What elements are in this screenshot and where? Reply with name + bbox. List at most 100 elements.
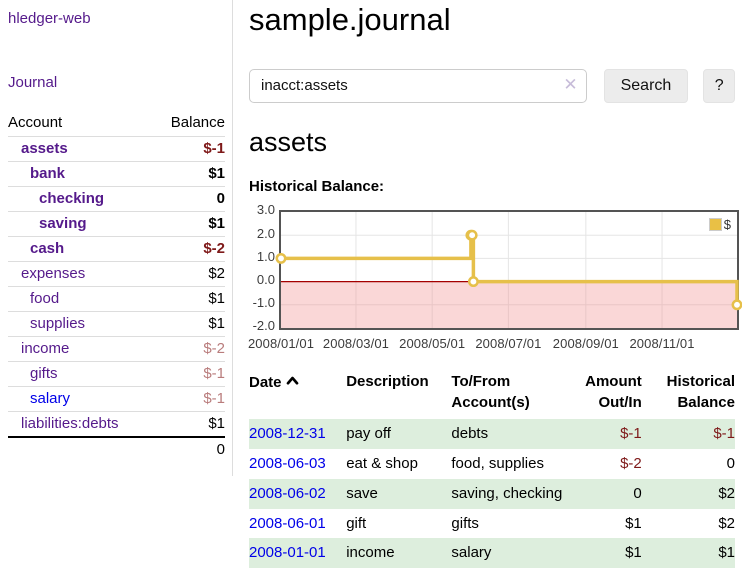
chart-legend: $ [706, 216, 733, 234]
chevron-up-icon [286, 371, 299, 392]
chart-plot-area: $ [275, 210, 742, 331]
y-axis-tick-label: 3.0 [256, 202, 275, 218]
account-row: salary $-1 [8, 386, 225, 412]
account-balance: $2 [153, 261, 225, 287]
sidebar-account-link[interactable]: gifts [30, 365, 58, 382]
account-balance: $1 [153, 211, 225, 237]
transaction-accounts: debts [451, 425, 489, 443]
y-axis-tick-label: -1.0 [252, 295, 275, 311]
account-row: cash $-2 [8, 236, 225, 262]
search-bar: ✕ Search ? [249, 68, 735, 103]
register-row: 2008-06-01 gift gifts $1 $2 [249, 509, 735, 539]
transaction-date-link[interactable]: 2008-06-03 [249, 455, 326, 473]
transaction-date-link[interactable]: 2008-01-01 [249, 544, 326, 562]
transaction-balance: 0 [726, 455, 735, 473]
help-button[interactable]: ? [703, 68, 735, 103]
account-balance: 0 [153, 186, 225, 212]
y-axis-tick-label: 1.0 [256, 248, 275, 264]
data-point-marker [466, 230, 478, 241]
sidebar-account-link[interactable]: bank [30, 165, 66, 182]
transaction-description: eat & shop [346, 455, 418, 473]
x-axis-tick-label: 2008/11/01 [629, 336, 695, 352]
sidebar-account-link[interactable]: saving [39, 215, 87, 232]
register-header-balance: Historical Balance [666, 373, 735, 412]
app-layout: hledger-web Journal Account Balance asse… [0, 0, 742, 569]
account-balance: $-2 [153, 336, 225, 362]
x-axis-tick-label: 2008/03/01 [322, 336, 389, 352]
sidebar-account-link[interactable]: expenses [21, 265, 86, 282]
y-axis-tick-label: -2.0 [252, 318, 275, 334]
transaction-amount: $1 [625, 514, 642, 532]
account-balance: $-2 [153, 236, 225, 262]
main-content: sample.journal ✕ Search ? assets Histori… [233, 0, 742, 569]
accounts-header-account: Account [8, 114, 63, 131]
historical-balance-chart: $ 3.0 2.0 1.0 0.0 -1.0 -2.0 2008/01/01 2008/03/… [247, 203, 742, 352]
transaction-balance: $1 [718, 544, 735, 562]
transaction-amount: $1 [625, 544, 642, 562]
data-point-marker [731, 299, 742, 311]
brand-link[interactable]: hledger-web [8, 10, 91, 27]
data-point-marker [275, 253, 287, 265]
clear-search-icon[interactable]: ✕ [563, 74, 578, 94]
sidebar-item-journal[interactable]: Journal [8, 74, 58, 91]
account-row: income $-2 [8, 336, 225, 362]
account-row: bank $1 [8, 161, 225, 187]
transaction-date-link[interactable]: 2008-06-01 [249, 514, 326, 532]
transaction-description: save [346, 484, 378, 502]
data-point-marker [467, 276, 479, 288]
transaction-date-link[interactable]: 2008-06-02 [249, 484, 326, 502]
y-axis-tick-label: 2.0 [256, 225, 275, 241]
transaction-description: pay off [346, 425, 391, 443]
transaction-amount: 0 [633, 484, 642, 502]
accounts-total-row: 0 [8, 436, 225, 462]
sidebar-account-link[interactable]: food [30, 290, 60, 307]
x-axis-tick-label: 2008/01/01 [247, 336, 315, 352]
sidebar-account-link[interactable]: assets [21, 140, 68, 157]
account-row: assets $-1 [8, 136, 225, 162]
account-row: saving $1 [8, 211, 225, 237]
transaction-amount: $-2 [620, 455, 642, 473]
transaction-accounts: gifts [451, 514, 479, 532]
search-box: ✕ [249, 68, 587, 103]
account-row: gifts $-1 [8, 361, 225, 387]
register-header-amount: Amount Out/In [585, 373, 642, 412]
transaction-balance: $2 [718, 484, 735, 502]
account-balance: $1 [153, 286, 225, 312]
sidebar-account-link[interactable]: supplies [30, 315, 86, 332]
register-row: 2008-01-01 income salary $1 $1 [249, 538, 735, 569]
account-row: checking 0 [8, 186, 225, 212]
account-balance: $-1 [153, 136, 225, 162]
account-balance: $1 [153, 311, 225, 337]
sidebar: hledger-web Journal Account Balance asse… [0, 0, 233, 476]
sidebar-account-link[interactable]: checking [39, 190, 105, 207]
search-input[interactable] [249, 68, 587, 103]
sidebar-account-link[interactable]: salary [30, 390, 71, 407]
account-row: expenses $2 [8, 261, 225, 287]
register-table: Date Description To/From Account(s) Amou… [249, 367, 735, 569]
sidebar-account-link[interactable]: liabilities:debts [21, 415, 119, 432]
legend-label: $ [723, 217, 731, 233]
transaction-date-link[interactable]: 2008-12-31 [249, 425, 326, 443]
x-axis-tick-label: 2008/05/01 [399, 336, 466, 352]
search-button[interactable]: Search [603, 68, 689, 103]
register-row: 2008-12-31 pay off debts $-1 $-1 [249, 419, 735, 450]
transaction-accounts: saving, checking [451, 484, 563, 502]
register-header-row: Date Description To/From Account(s) Amou… [249, 367, 735, 419]
register-header-description: Description [346, 373, 429, 391]
y-axis-tick-label: 0.0 [256, 271, 275, 287]
transaction-accounts: food, supplies [451, 455, 544, 473]
account-balance: $-1 [153, 361, 225, 387]
x-axis-tick-label: 2008/09/01 [552, 336, 619, 352]
account-balance: $-1 [153, 386, 225, 412]
register-row: 2008-06-02 save saving, checking 0 $2 [249, 478, 735, 509]
accounts-total-value: 0 [153, 436, 225, 462]
accounts-balance-table: Account Balance assets $-1 bank $1 checking 0… [8, 110, 225, 462]
account-balance: $1 [153, 161, 225, 187]
sidebar-account-link[interactable]: cash [30, 240, 65, 257]
sidebar-account-link[interactable]: income [21, 340, 70, 357]
transaction-amount: $-1 [620, 425, 642, 443]
accounts-header-balance: Balance [170, 114, 225, 131]
account-heading: assets [249, 126, 328, 157]
register-header-date[interactable]: Date [249, 367, 346, 419]
legend-swatch-icon [708, 218, 722, 232]
